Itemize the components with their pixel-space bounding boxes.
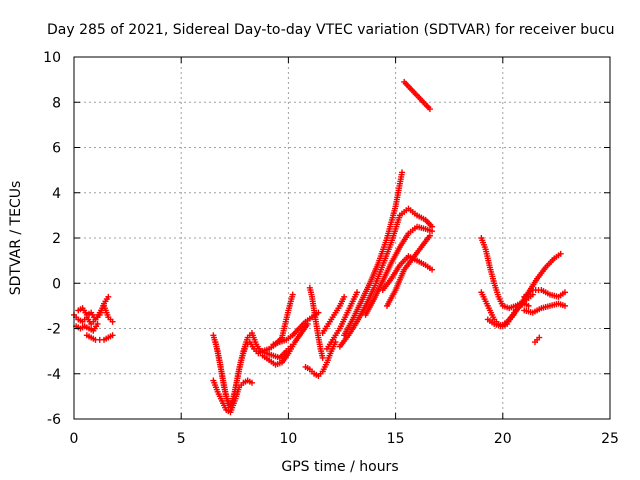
y-tick-label: 8	[52, 95, 61, 111]
axis-ticks	[73, 56, 611, 420]
data-point	[94, 320, 101, 327]
x-tick-label: 15	[387, 431, 405, 447]
data-point	[557, 250, 564, 257]
series-arc-d5	[379, 253, 436, 294]
series-arc-a4	[73, 320, 101, 334]
series-arc-b2	[212, 291, 296, 409]
data-point	[319, 354, 326, 361]
data-point	[105, 293, 112, 300]
data-point	[429, 266, 436, 273]
series-arc-d2	[341, 169, 406, 339]
y-tick-label: 10	[43, 50, 61, 66]
x-tick-label: 25	[601, 431, 619, 447]
series-arc-d1	[336, 205, 436, 350]
series-arc-a2	[75, 293, 112, 323]
series-arc-e5	[521, 300, 568, 316]
series-arc-c3	[319, 293, 348, 337]
series-arc-e7	[531, 334, 543, 346]
x-tick-label: 0	[70, 431, 79, 447]
grid	[74, 57, 610, 419]
y-tick-label: -6	[47, 412, 61, 428]
series-arc-b4	[259, 320, 311, 368]
y-tick-label: -4	[47, 367, 61, 383]
series-arc-e4	[521, 287, 568, 300]
data-point	[510, 311, 517, 318]
data-marks	[71, 78, 568, 416]
series-arc-e6	[484, 311, 517, 330]
data-point	[429, 228, 436, 235]
data-point	[536, 334, 543, 341]
series-arc-d3	[362, 223, 436, 318]
series-arc-a3	[83, 332, 116, 343]
x-tick-label: 5	[177, 431, 186, 447]
y-tick-label: 6	[52, 141, 61, 157]
y-axis-label: SDTVAR / TECUs	[8, 181, 24, 296]
data-point	[426, 106, 433, 113]
series-arc-c4	[323, 289, 361, 352]
data-point	[561, 289, 568, 296]
series-arc-b3	[210, 377, 255, 416]
data-point	[525, 302, 532, 309]
data-point	[561, 302, 568, 309]
chart-title: Day 285 of 2021, Sidereal Day-to-day VTE…	[47, 22, 615, 38]
y-tick-label: 4	[52, 186, 61, 202]
series-arc-b5	[270, 309, 322, 348]
series-arc-c2	[306, 284, 326, 361]
x-tick-labels: 0 5 10 15 20 25	[70, 431, 619, 447]
x-tick-label: 20	[494, 431, 512, 447]
data-point	[341, 293, 348, 300]
data-point	[289, 291, 296, 298]
y-tick-label: 0	[52, 276, 61, 292]
series-arc-c1	[302, 339, 339, 380]
data-point	[109, 318, 116, 325]
data-point	[354, 289, 361, 296]
series-arc-d6	[401, 78, 433, 113]
x-tick-label: 10	[279, 431, 297, 447]
data-point	[109, 332, 116, 339]
data-point	[399, 169, 406, 176]
x-axis-label: GPS time / hours	[281, 459, 398, 475]
data-point	[426, 232, 433, 239]
data-point	[248, 379, 255, 386]
y-tick-label: -2	[47, 322, 61, 338]
y-tick-label: 2	[52, 231, 61, 247]
y-tick-labels: -6 -4 -2 0 2 4 6 8 10	[43, 50, 61, 428]
